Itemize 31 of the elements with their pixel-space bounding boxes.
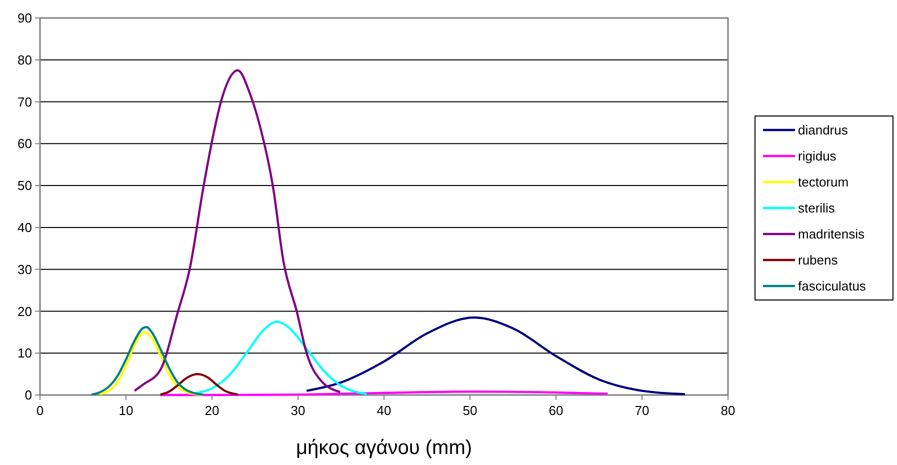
y-tick-label: 80: [18, 52, 32, 68]
y-tick-label: 40: [18, 220, 32, 235]
line-series: [194, 320, 368, 396]
y-tick-label: 10: [18, 346, 32, 361]
line-series: [306, 316, 686, 396]
legend-label: rubens: [798, 252, 838, 268]
x-tick-label: 70: [634, 403, 650, 418]
x-tick-label: 10: [118, 403, 134, 418]
legend-label: madritensis: [798, 226, 865, 242]
x-tick-label: 40: [376, 403, 392, 418]
x-axis-title: μήκος αγάνου (mm): [296, 437, 472, 459]
legend-label: diandrus: [798, 122, 848, 138]
y-tick-label: 70: [18, 94, 32, 110]
x-tick-label: 0: [36, 403, 44, 418]
x-tick-label: 80: [720, 403, 736, 418]
line-series: [134, 69, 342, 394]
y-tick-label: 20: [18, 304, 32, 319]
x-tick-label: 50: [462, 403, 478, 418]
y-tick-label: 90: [18, 10, 32, 26]
x-tick-label: 60: [548, 403, 564, 418]
legend-label: tectorum: [798, 174, 849, 190]
legend-label: rigidus: [798, 148, 837, 164]
legend-label: sterilis: [798, 200, 836, 216]
line-series: [159, 372, 239, 396]
x-tick-label: 20: [204, 403, 220, 418]
x-tick-label: 30: [290, 403, 306, 418]
y-tick-label: 60: [18, 136, 32, 152]
y-tick-label: 50: [18, 178, 32, 194]
y-tick-label: 30: [18, 262, 32, 277]
legend-label: fasciculatus: [798, 278, 866, 294]
y-tick-label: 0: [24, 388, 32, 403]
